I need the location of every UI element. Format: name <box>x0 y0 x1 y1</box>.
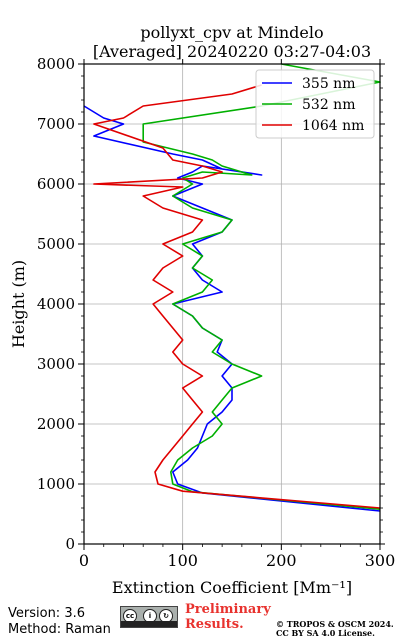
y-tick-label: 6000 <box>37 175 75 193</box>
version-label: Version: 3.6 <box>8 606 85 621</box>
copyright-line2: CC BY SA 4.0 License. <box>276 628 375 638</box>
preliminary-notice: Preliminary Results. <box>185 602 271 632</box>
y-tick-label: 5000 <box>37 235 75 253</box>
copyright-notice: © TROPOS & OSCM 2024. CC BY SA 4.0 Licen… <box>276 620 394 638</box>
y-tick-label: 8000 <box>37 55 75 73</box>
x-tick-label: 300 <box>365 551 396 570</box>
y-tick-label: 2000 <box>37 415 75 433</box>
y-tick-label: 3000 <box>37 355 75 373</box>
preliminary-line1: Preliminary <box>185 602 271 617</box>
series-line-355nm <box>83 105 381 512</box>
chart-title-line1: pollyxt_cpv at Mindelo <box>140 23 324 42</box>
x-axis-label: Extinction Coefficient [Mm⁻¹] <box>112 578 352 597</box>
copyright-line1: © TROPOS & OSCM 2024. <box>276 619 394 629</box>
x-tick-label: 200 <box>266 551 297 570</box>
legend-label: 355 nm <box>302 76 355 92</box>
y-tick-label: 7000 <box>37 115 75 133</box>
x-tick-label: 0 <box>79 551 89 570</box>
method-label: Method: Raman <box>8 622 111 637</box>
legend-label: 1064 nm <box>302 118 364 134</box>
y-axis-label: Height (m) <box>9 260 28 348</box>
chart-title-line2: [Averaged] 20240220 03:27-04:03 <box>92 42 372 61</box>
preliminary-line2: Results. <box>185 617 244 632</box>
legend-box <box>255 69 375 139</box>
cc-license-badge-icon: cc i ↻ <box>120 606 178 628</box>
y-tick-label: 1000 <box>37 475 75 493</box>
y-tick-label: 0 <box>65 535 75 553</box>
x-tick-label: 100 <box>167 551 198 570</box>
series-line-532nm <box>142 63 381 510</box>
y-tick-label: 4000 <box>37 295 75 313</box>
series-line-1064nm <box>93 84 381 509</box>
legend-label: 532 nm <box>302 97 355 113</box>
